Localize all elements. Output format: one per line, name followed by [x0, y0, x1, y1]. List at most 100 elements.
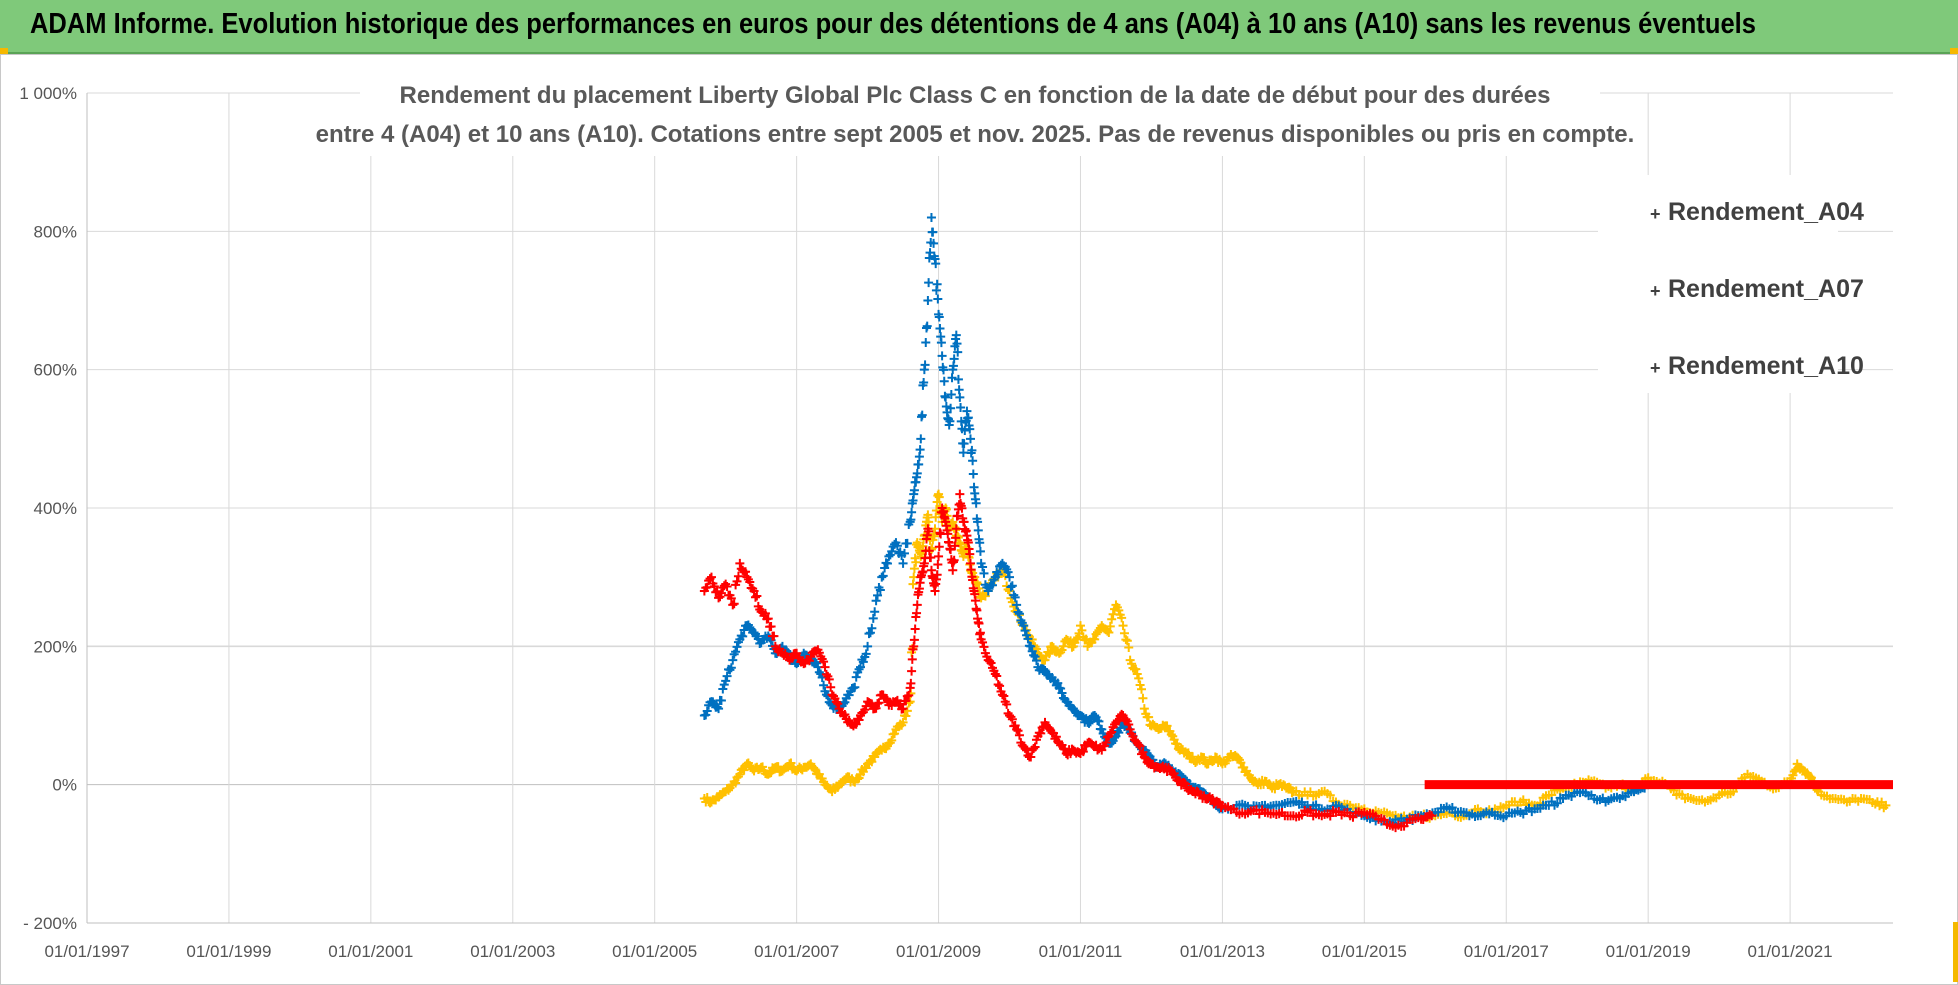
data-point-rendement-a07-interp	[949, 354, 959, 364]
data-point-rendement-a07-interp	[867, 623, 877, 633]
data-point-rendement-a04-interp	[1498, 803, 1508, 813]
data-point-rendement-a07-interp	[1456, 807, 1466, 817]
data-point-rendement-a10-interp	[1117, 709, 1127, 719]
grid-layer	[86, 92, 1893, 924]
data-point-rendement-a07-interp	[1003, 567, 1013, 577]
x-tick-label: 01/01/1997	[44, 942, 129, 961]
data-point-rendement-a07	[958, 448, 968, 458]
data-point-rendement-a07-interp	[1023, 634, 1033, 644]
x-tick-label: 01/01/2001	[328, 942, 413, 961]
data-point-rendement-a10-interp	[965, 549, 975, 559]
data-point-rendement-a10-interp	[985, 656, 995, 666]
data-point-rendement-a07-interp	[899, 548, 909, 558]
data-point-rendement-a07-interp	[850, 682, 860, 692]
data-point-rendement-a04-interp	[1114, 605, 1124, 615]
data-point-rendement-a10-interp	[1342, 808, 1352, 818]
data-point-rendement-a04-interp	[895, 719, 905, 729]
data-point-rendement-a07-interp	[1297, 797, 1307, 807]
data-point-rendement-a07-interp	[968, 456, 978, 466]
data-point-rendement-a10	[934, 551, 944, 561]
data-point-rendement-a07	[955, 392, 965, 402]
data-point-rendement-a07-interp	[1095, 724, 1105, 734]
data-point-rendement-a10	[728, 600, 738, 610]
data-point-rendement-a07-interp	[960, 426, 970, 436]
data-point-rendement-a07-interp	[908, 495, 918, 505]
data-point-rendement-a07-interp	[865, 628, 875, 638]
data-point-rendement-a07-interp	[1541, 800, 1551, 810]
data-point-rendement-a07-interp	[933, 294, 943, 304]
data-point-rendement-a10-interp	[1024, 752, 1034, 762]
data-point-rendement-a10-interp	[1169, 768, 1179, 778]
data-point-rendement-a07-interp	[909, 485, 919, 495]
data-point-rendement-a10-interp	[975, 628, 985, 638]
data-point-rendement-a07-interp	[951, 334, 961, 344]
y-tick-label: 400%	[34, 499, 77, 518]
data-point-rendement-a07-interp	[914, 459, 924, 469]
data-point-rendement-a04-interp	[1325, 790, 1335, 800]
data-point-rendement-a10-interp	[1002, 699, 1012, 709]
data-point-rendement-a07	[923, 296, 933, 305]
data-point-rendement-a04-interp	[854, 773, 864, 783]
data-point-rendement-a04-interp	[897, 720, 907, 730]
data-point-rendement-a07	[884, 551, 894, 561]
data-point-rendement-a04-interp	[867, 757, 877, 767]
data-point-rendement-a10-interp	[1181, 779, 1190, 789]
data-point-rendement-a07-interp	[882, 559, 892, 569]
legend-label-a10: Rendement_A10	[1668, 352, 1864, 380]
data-point-rendement-a04-interp	[1102, 626, 1112, 636]
data-point-rendement-a07-interp	[929, 238, 939, 248]
data-point-rendement-a04-interp	[1058, 641, 1068, 651]
data-point-rendement-a04-interp	[1726, 789, 1735, 799]
data-point-rendement-a07-interp	[967, 445, 977, 455]
data-point-rendement-a10	[955, 489, 965, 499]
data-point-rendement-a10-interp	[750, 592, 760, 602]
data-point-rendement-a10-interp	[766, 621, 776, 631]
data-point-rendement-a10-interp	[1135, 741, 1145, 751]
data-point-rendement-a04-interp	[739, 765, 749, 775]
y-tick-label: 800%	[34, 222, 77, 241]
data-point-rendement-a10-interp	[951, 533, 961, 543]
data-point-rendement-a04-interp	[773, 762, 783, 772]
data-point-rendement-a04-interp	[1193, 754, 1203, 764]
data-point-rendement-a07	[926, 213, 936, 222]
data-point-rendement-a10-interp	[840, 709, 850, 719]
data-point-rendement-a04-interp	[1796, 763, 1806, 773]
data-point-rendement-a10-interp	[1007, 714, 1017, 724]
x-tick-label: 01/01/2013	[1180, 942, 1265, 961]
data-point-rendement-a10-interp	[1087, 739, 1097, 749]
data-point-rendement-a07-interp	[1027, 646, 1037, 656]
data-point-rendement-a07-interp	[953, 374, 963, 384]
data-point-rendement-a04-interp	[908, 579, 918, 589]
data-point-rendement-a10	[735, 558, 745, 568]
data-point-rendement-a07-interp	[1085, 717, 1095, 727]
data-point-rendement-a10	[714, 593, 724, 603]
data-point-rendement-a10-interp	[968, 575, 978, 585]
data-point-rendement-a04-interp	[922, 513, 932, 523]
data-point-rendement-a10-interp	[1101, 738, 1111, 748]
data-point-rendement-a07-interp	[868, 613, 878, 623]
data-point-rendement-a10-interp	[909, 635, 919, 645]
data-point-rendement-a04-interp	[933, 491, 943, 501]
data-point-rendement-a10-interp	[934, 542, 944, 552]
data-point-rendement-a07-interp	[732, 642, 742, 652]
data-point-rendement-a04-interp	[809, 763, 819, 773]
data-point-rendement-a10-interp	[1356, 808, 1366, 818]
data-point-rendement-a10-interp	[926, 553, 936, 563]
data-point-rendement-a07-interp	[1020, 626, 1030, 636]
data-point-rendement-a10	[820, 662, 830, 672]
data-point-rendement-a07-interp	[917, 410, 927, 420]
data-point-rendement-a07-interp	[929, 251, 939, 261]
data-point-rendement-a10-interp	[762, 614, 772, 624]
title-backdrop	[360, 82, 1600, 156]
data-point-rendement-a07-interp	[814, 667, 824, 677]
data-point-rendement-a10-interp	[709, 581, 719, 591]
corner-marker	[1950, 48, 1958, 54]
data-point-rendement-a10-interp	[904, 690, 914, 700]
data-point-rendement-a07-interp	[861, 649, 871, 659]
data-point-rendement-a04	[1139, 704, 1149, 714]
data-point-rendement-a07-interp	[887, 546, 897, 556]
x-tick-label: 01/01/2007	[754, 942, 839, 961]
data-point-rendement-a07-interp	[1498, 813, 1508, 823]
data-point-rendement-a10-interp	[979, 642, 989, 652]
data-point-rendement-a04-interp	[786, 758, 796, 768]
